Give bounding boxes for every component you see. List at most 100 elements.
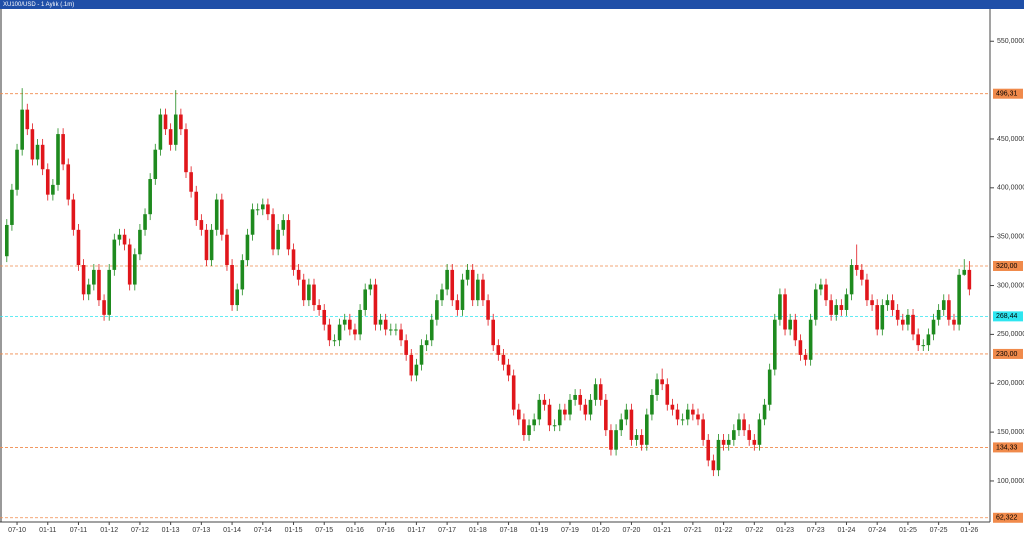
candle-body (378, 319, 383, 325)
x-tick-label: 01-14 (223, 527, 241, 534)
candle-body (383, 319, 388, 330)
candle-body (389, 329, 393, 331)
x-tick-label: 07-15 (315, 527, 333, 534)
x-tick-label: 07-13 (192, 527, 210, 534)
x-tick-label: 07-24 (868, 527, 886, 534)
candle-body (854, 265, 859, 270)
candle-body (465, 269, 470, 280)
x-tick-label: 01-20 (592, 527, 610, 534)
candle-body (834, 305, 839, 315)
candle-body (813, 289, 818, 320)
y-tick-label: 200,0000 (997, 380, 1024, 387)
candle-body (184, 129, 188, 173)
candle-body (916, 334, 920, 346)
level-label: 496,31 (996, 91, 1018, 98)
candle-body (762, 404, 767, 420)
candle-body (342, 319, 347, 325)
candle-body (179, 114, 183, 130)
candle-body (957, 274, 961, 325)
candle-body (798, 340, 803, 355)
candle-body (255, 209, 260, 211)
level-label-box (993, 348, 1023, 359)
candle-body (742, 419, 746, 431)
candle-body (266, 204, 270, 215)
candle-body (404, 340, 408, 355)
candle-body (665, 384, 670, 405)
candle-body (711, 460, 716, 471)
x-tick-label: 07-11 (70, 527, 87, 534)
y-tick-label: 250,0000 (997, 331, 1024, 338)
candle-body (936, 309, 941, 320)
x-tick-label: 01-16 (346, 527, 364, 534)
candle-body (870, 300, 874, 306)
candle-body (332, 340, 337, 342)
candle-body (204, 229, 209, 261)
candle-body (803, 354, 808, 360)
y-tick-label: 550,0000 (997, 38, 1024, 45)
level-label: 62,322 (996, 515, 1018, 522)
candle-body (655, 379, 659, 395)
candle-body (250, 209, 255, 235)
candle-body (158, 114, 163, 150)
y-tick-label: 150,0000 (997, 429, 1024, 436)
candle-body (40, 144, 45, 170)
candle-body (670, 404, 675, 410)
y-tick-label: 300,0000 (997, 282, 1024, 289)
candle-body (102, 300, 106, 315)
x-tick-label: 07-16 (377, 527, 395, 534)
level-label-box (993, 311, 1023, 322)
candle-body (107, 269, 111, 315)
candle-body (322, 309, 327, 325)
candle-body (163, 114, 168, 130)
candle-body (931, 319, 936, 335)
x-tick-label: 07-19 (561, 527, 579, 534)
candle-body (609, 430, 613, 450)
candle-body (81, 265, 86, 295)
candle-body (199, 220, 204, 230)
candle-body (660, 379, 664, 385)
candle-body (634, 435, 639, 440)
candle-body (501, 354, 506, 365)
candle-body (890, 300, 895, 310)
candle-body (61, 134, 65, 165)
candle-body (15, 149, 19, 190)
x-tick-label: 01-19 (530, 527, 548, 534)
candle-body (373, 284, 378, 325)
candle-body (312, 284, 316, 306)
candle-body (629, 409, 634, 440)
candle-body (911, 314, 915, 335)
y-tick-label: 400,0000 (997, 185, 1024, 192)
y-tick-label: 100,0000 (997, 478, 1024, 485)
candle-body (793, 319, 798, 341)
candle-body (281, 220, 286, 230)
candle-body (880, 305, 885, 330)
candle-body (240, 260, 245, 290)
x-tick-label: 01-25 (899, 527, 917, 534)
candle-body (588, 399, 593, 415)
candle-body (552, 425, 557, 427)
candle-body (573, 394, 577, 400)
candle-body (71, 199, 76, 230)
candle-body (358, 309, 362, 335)
level-label-box (993, 260, 1023, 271)
candle-body (486, 300, 490, 320)
candle-body (645, 414, 649, 445)
candle-body (92, 269, 96, 285)
candle-body (445, 269, 449, 290)
x-tick-label: 01-24 (838, 527, 856, 534)
candle-body (650, 394, 654, 415)
candle-body (25, 109, 30, 130)
candle-body (414, 364, 419, 376)
candle-body (885, 300, 890, 306)
candle-body (10, 189, 14, 225)
candle-body (225, 234, 229, 266)
candle-body (696, 414, 700, 420)
candle-body (327, 324, 332, 341)
x-tick-label: 07-10 (8, 527, 26, 534)
candle-body (680, 419, 685, 421)
candle-body (291, 249, 296, 270)
candle-body (865, 279, 869, 301)
candle-body (583, 404, 588, 415)
candle-body (112, 239, 117, 270)
candle-body (286, 220, 291, 250)
